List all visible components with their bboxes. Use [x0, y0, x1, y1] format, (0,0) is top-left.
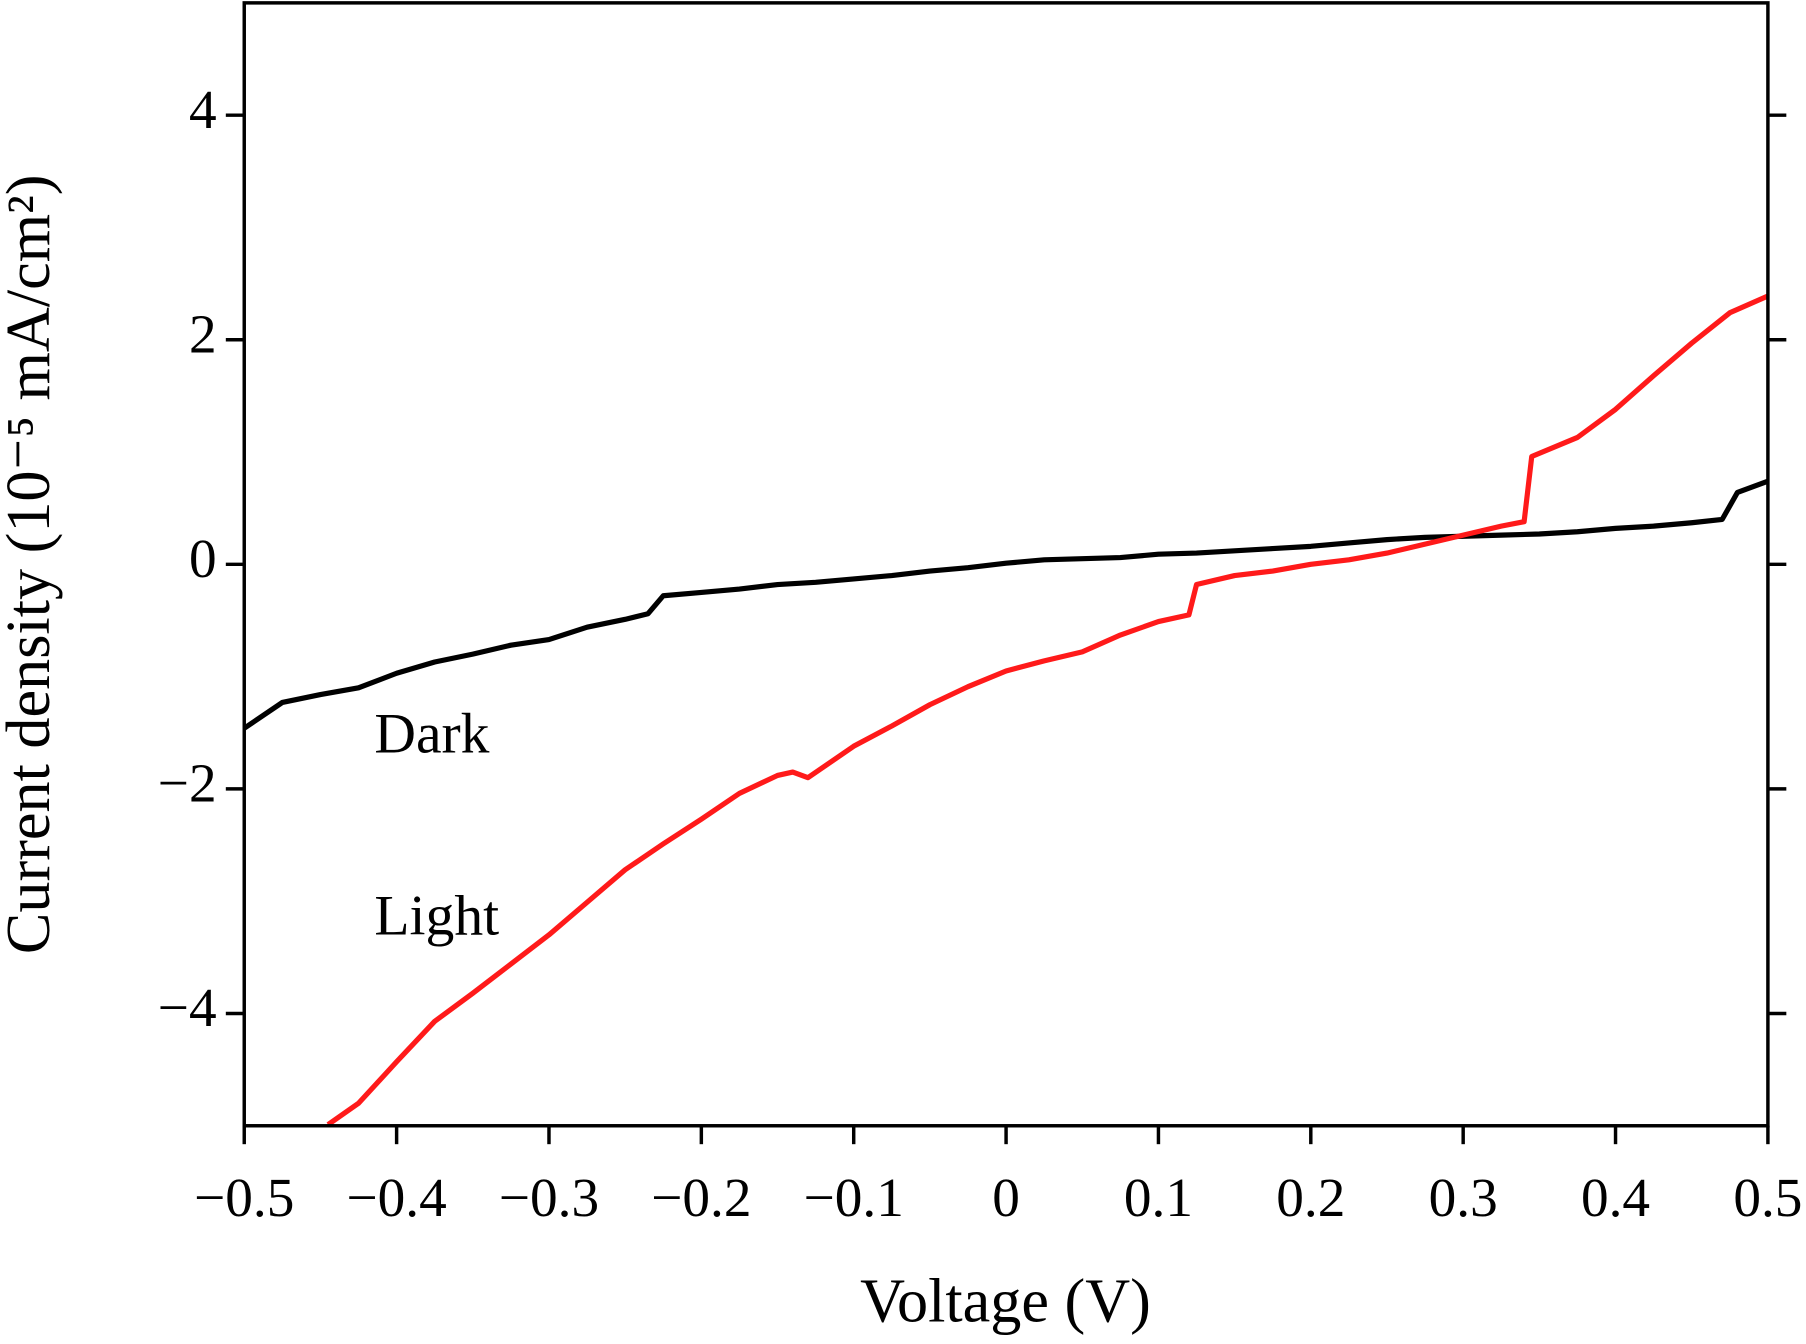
y-tick-label: −4	[158, 977, 217, 1038]
x-tick-label: −0.2	[651, 1167, 751, 1228]
x-axis-title: Voltage (V)	[860, 1267, 1151, 1335]
x-tick-label: 0	[992, 1167, 1020, 1228]
x-tick-label: 0.4	[1581, 1167, 1650, 1228]
y-tick-label: 4	[189, 79, 217, 140]
series-label: Dark	[374, 703, 489, 766]
y-tick-label: 0	[189, 528, 217, 589]
x-tick-label: 0.1	[1124, 1167, 1193, 1228]
x-tick-label: 0.2	[1276, 1167, 1345, 1228]
y-tick-label: 2	[189, 303, 217, 364]
y-axis-title: Current density (10⁻⁵ mA/cm²)	[0, 175, 63, 955]
x-tick-label: 0.5	[1733, 1167, 1802, 1228]
x-tick-label: −0.3	[499, 1167, 599, 1228]
data-line	[242, 478, 1769, 731]
data-line	[326, 293, 1769, 1127]
y-tick-label: −2	[158, 753, 217, 814]
x-tick-label: −0.1	[804, 1167, 904, 1228]
series-label: Light	[374, 885, 499, 948]
x-tick-label: 0.3	[1429, 1167, 1498, 1228]
x-tick-label: −0.5	[194, 1167, 294, 1228]
x-tick-label: −0.4	[346, 1167, 446, 1228]
